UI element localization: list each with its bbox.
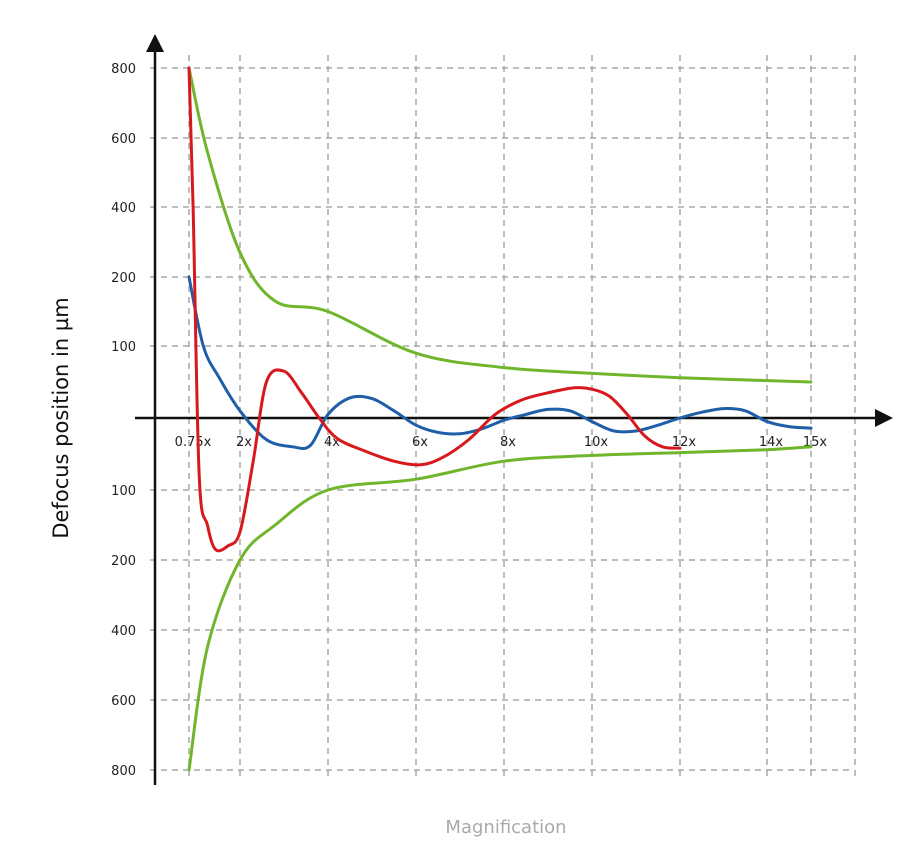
y-tick-label: 800 [111, 764, 136, 779]
series-line-1 [187, 66, 813, 384]
series-line-2 [187, 445, 813, 772]
y-tick-label: 800 [111, 62, 136, 77]
x-axis-label: Magnification [445, 817, 566, 838]
series-line-3 [187, 275, 813, 450]
x-tick-label: 6x [412, 435, 428, 450]
axes [135, 34, 893, 785]
y-tick-label: 200 [111, 271, 136, 286]
x-axis-arrowhead [875, 409, 893, 427]
data-series [187, 66, 813, 772]
x-tick-label: 10x [584, 435, 609, 450]
y-tick-label: 400 [111, 624, 136, 639]
y-tick-label: 100 [111, 484, 136, 499]
x-tick-label: 8x [500, 435, 516, 450]
y-tick-label: 200 [111, 554, 136, 569]
x-tick-label: 14x [759, 435, 784, 450]
y-axis-label: Defocus position in µm [49, 297, 73, 538]
y-tick-label: 600 [111, 132, 136, 147]
grid-lines [150, 55, 856, 780]
y-tick-label: 400 [111, 201, 136, 216]
x-tick-label: 2x [236, 435, 252, 450]
y-tick-label: 600 [111, 694, 136, 709]
x-tick-label: 12x [672, 435, 697, 450]
x-tick-label: 0.75x [175, 435, 212, 450]
series-line-4 [187, 66, 682, 553]
y-axis-arrowhead [146, 34, 164, 52]
y-tick-label: 100 [111, 340, 136, 355]
